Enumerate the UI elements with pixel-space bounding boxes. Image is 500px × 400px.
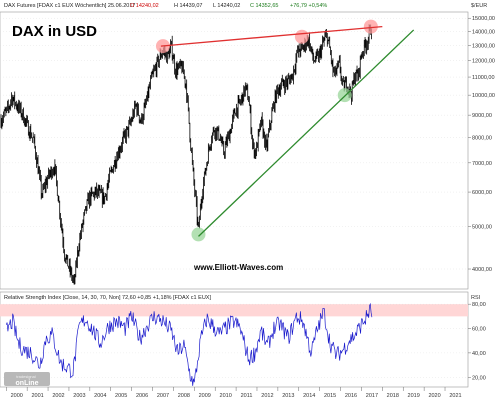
resistance-trendline: [160, 25, 383, 47]
rsi-line: [5, 302, 373, 386]
rsi-header: Relative Strength Index [Close, 14, 30, …: [4, 295, 211, 301]
x-tick-label: 2010: [220, 393, 232, 399]
x-tick-label: 2003: [73, 393, 85, 399]
price-header-instrument: DAX Futures [FDAX c1 EUX Wöchentlich] 25…: [4, 3, 135, 9]
x-tick-label: 2004: [94, 393, 106, 399]
x-tick-label: 2008: [178, 393, 190, 399]
price-header-change: +76,79 +0,54%: [290, 3, 327, 9]
x-tick-label: 2012: [261, 393, 273, 399]
x-tick-label: 2001: [31, 393, 43, 399]
x-tick-label: 2000: [11, 393, 23, 399]
watermark: www.Elliott-Waves.com: [193, 263, 283, 272]
price-y-tick-label: 5000,00: [472, 225, 492, 231]
x-tick-label: 2019: [408, 393, 420, 399]
rsi-y-axis: 20,00 40,00 60,00 80,00: [468, 302, 486, 381]
svg-text:onLine: onLine: [16, 380, 39, 387]
price-y-tick-label: 6000,00: [472, 190, 492, 196]
price-header-low: L 14240,02: [213, 3, 240, 9]
svg-text:tradesignal: tradesignal: [16, 374, 36, 379]
rsi-y-tick-label: 80,00: [472, 302, 486, 308]
rsi-band-rect: [0, 304, 468, 317]
x-tick-label: 2007: [157, 393, 169, 399]
price-y-tick-label: 10000,00: [472, 93, 495, 99]
price-header-high: H 14439,07: [174, 3, 202, 9]
price-y-tick-label: 4000,00: [472, 267, 492, 273]
x-tick-label: 2011: [241, 393, 253, 399]
x-tick-label: 2017: [366, 393, 378, 399]
price-y-tick-label: 14000,00: [472, 29, 495, 35]
price-y-tick-label: 15000,00: [472, 16, 495, 22]
x-tick-label: 2016: [345, 393, 357, 399]
x-tick-label: 2002: [52, 393, 64, 399]
x-tick-label: 2021: [449, 393, 461, 399]
price-header-open: O 14240,02: [130, 3, 159, 9]
price-y-tick-label: 12000,00: [472, 59, 495, 65]
x-tick-label: 2014: [303, 393, 315, 399]
x-tick-label: 2009: [199, 393, 211, 399]
x-tick-label: 2018: [387, 393, 399, 399]
rsi-series: [5, 302, 373, 386]
price-y-tick-label: 9000,00: [472, 113, 492, 119]
price-y-tick-label: 8000,00: [472, 135, 492, 141]
price-y-tick-label: 13000,00: [472, 43, 495, 49]
rsi-y-tick-label: 20,00: [472, 375, 486, 381]
touch-point-highlight: [363, 19, 378, 34]
currency-label: $/EUR: [471, 3, 487, 9]
time-x-axis: 2000 2001 2002 2003 2004 2005 2006 2007 2008 2009…: [6, 387, 462, 399]
rsi-y-tick-label: 40,00: [472, 351, 486, 357]
x-tick-label: 2020: [428, 393, 440, 399]
rsi-axis-label: RSI: [471, 295, 481, 301]
x-tick-label: 2015: [324, 393, 336, 399]
x-tick-label: 2013: [282, 393, 294, 399]
price-y-tick-label: 7000,00: [472, 161, 492, 167]
rsi-y-tick-label: 60,00: [472, 327, 486, 333]
touch-point-highlight: [191, 227, 206, 242]
support-trendline: [198, 29, 415, 237]
trend-lines: [155, 19, 415, 242]
x-tick-label: 2006: [136, 393, 148, 399]
rsi-overbought-band: [0, 304, 468, 317]
chart-title: DAX in USD: [12, 23, 97, 40]
touch-point-highlight: [294, 29, 309, 44]
tradesignal-logo: tradesignal onLine: [4, 372, 50, 387]
price-series: [0, 24, 372, 285]
price-header-close: C 14352,65: [250, 3, 278, 9]
x-tick-label: 2005: [115, 393, 127, 399]
price-y-axis: 4000,00 5000,00 6000,00 7000,00 8000,00 9000,…: [468, 16, 495, 273]
price-plot-area: [0, 11, 469, 290]
price-y-tick-label: 11000,00: [472, 75, 495, 81]
